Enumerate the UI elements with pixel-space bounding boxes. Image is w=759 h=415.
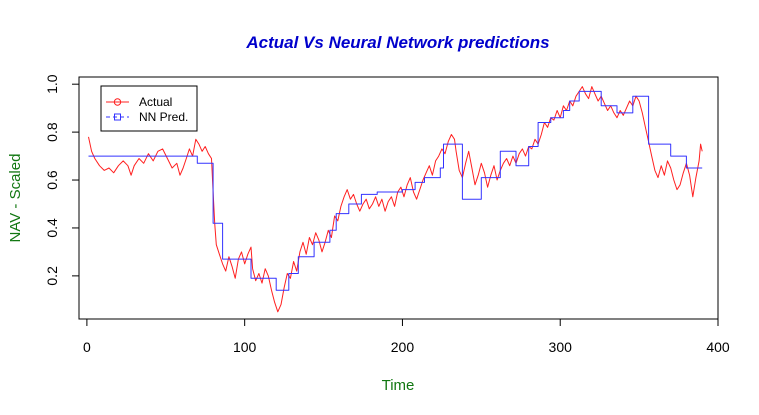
legend-actual-marker bbox=[113, 98, 122, 106]
x-tick-label: 0 bbox=[83, 339, 91, 355]
legend-nn-label: NN Pred. bbox=[139, 110, 188, 124]
y-tick-label: 0.6 bbox=[44, 170, 60, 190]
nn-pred-series-line bbox=[88, 90, 703, 291]
y-tick-label: 0.2 bbox=[44, 266, 60, 286]
y-tick-label: 1.0 bbox=[44, 74, 60, 94]
x-tick-label: 100 bbox=[233, 339, 257, 355]
legend: Actual NN Pred. bbox=[100, 85, 198, 132]
series-layer bbox=[88, 86, 703, 313]
y-tick-label: 0.8 bbox=[44, 122, 60, 142]
x-tick-label: 400 bbox=[706, 339, 730, 355]
legend-nn-marker bbox=[114, 113, 121, 121]
y-axis: 0.2 0.4 0.6 0.8 1.0 bbox=[44, 74, 80, 286]
x-axis-label: Time bbox=[382, 377, 415, 394]
x-axis: 0 100 200 300 400 bbox=[83, 318, 730, 355]
chart-title: Actual Vs Neural Network predictions bbox=[245, 33, 549, 52]
x-tick-label: 300 bbox=[549, 339, 573, 355]
legend-actual-label: Actual bbox=[139, 95, 172, 109]
x-tick-label: 200 bbox=[391, 339, 415, 355]
y-tick-label: 0.4 bbox=[44, 218, 60, 238]
y-axis-label: NAV - Scaled bbox=[7, 154, 24, 243]
legend-box bbox=[100, 85, 198, 132]
